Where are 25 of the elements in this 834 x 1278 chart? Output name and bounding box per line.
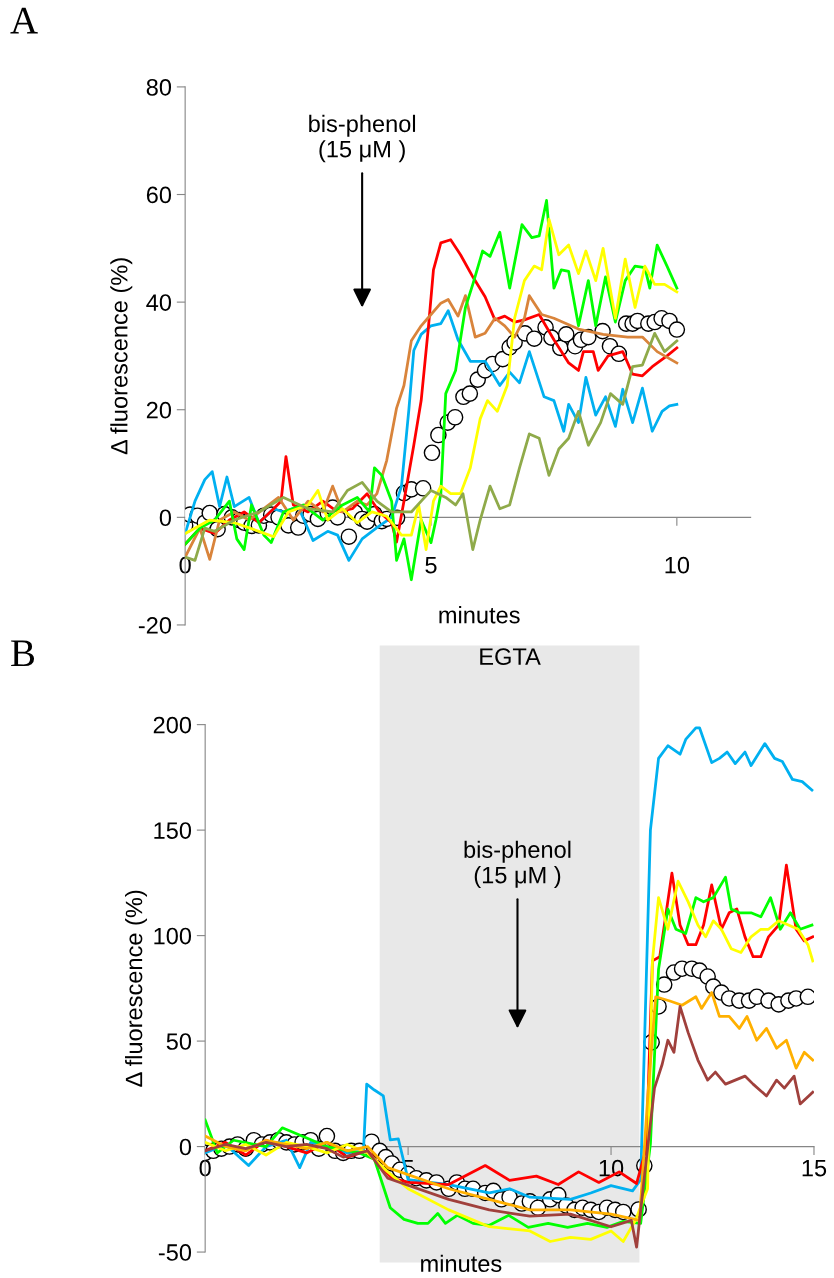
y-tick-label: 40 [146, 294, 172, 311]
x-tick-label: 5 [425, 557, 437, 574]
y-tick-label: 0 [179, 1138, 192, 1156]
y-tick-label: 0 [159, 509, 172, 527]
y-tick-label: 20 [146, 401, 172, 419]
y-tick-label: 100 [154, 927, 192, 945]
x-tick-label: 10 [665, 556, 690, 574]
chart-title: A [10, 7, 38, 34]
y-tick-label: 200 [153, 716, 192, 734]
band-label: EGTA [480, 648, 541, 666]
annotation: bis-phenol (15 μM ) [464, 840, 571, 889]
y-tick-label: -20 [138, 617, 172, 634]
y-tick-label: -50 [158, 1244, 192, 1261]
y-tick-label: 80 [146, 78, 172, 96]
annotation: bis-phenol (15 μM ) [309, 114, 416, 163]
y-axis-title: Δ fluorescence (%) [110, 258, 133, 455]
y-axis-title: Δ fluorescence (%) [125, 890, 148, 1087]
y-tick-label: 60 [146, 186, 172, 204]
x-tick-label: 15 [802, 1159, 827, 1177]
x-axis-title: minutes [421, 1254, 502, 1273]
y-tick-label: 150 [154, 822, 192, 839]
x-axis-title: minutes [439, 606, 520, 624]
y-tick-label: 50 [166, 1033, 192, 1050]
chart-title: B [11, 640, 35, 667]
x-tick-label: 0 [199, 1159, 211, 1177]
